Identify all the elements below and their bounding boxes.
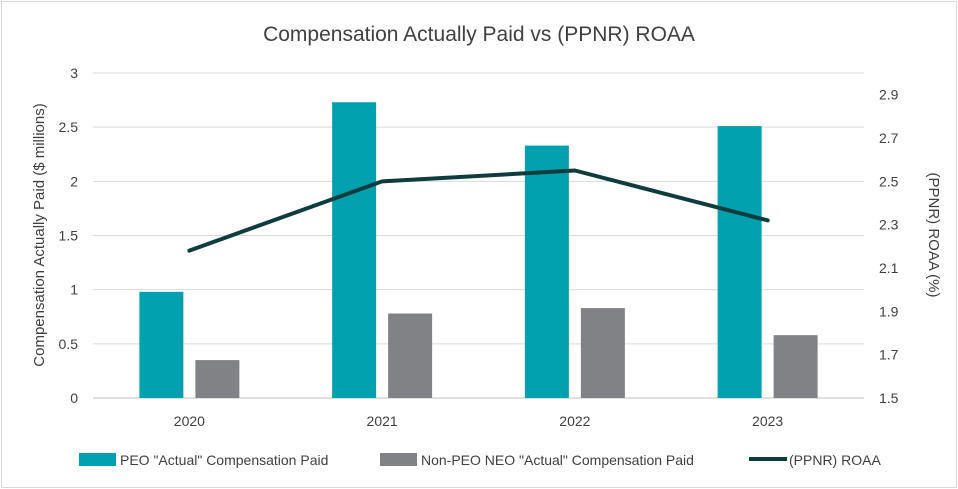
bar-non-peo-2021 [388,313,433,398]
y2-tick-label: 1.7 [879,347,899,363]
chart-title: Compensation Actually Paid vs (PPNR) ROA… [263,23,695,46]
y-tick-label: 0.5 [59,336,79,352]
bar-non-peo-2020 [195,360,240,398]
y2-tick-label: 2.3 [879,217,899,233]
y-axis-label: Compensation Actually Paid ($ millions) [31,103,48,366]
y-tick-label: 2 [70,173,78,189]
legend-swatch-non-peo [380,453,417,466]
bar-peo-2023 [717,126,762,398]
bar-peo-2022 [524,145,569,398]
y-axis-right-ticks: 1.5 1.7 1.9 2.1 2.3 2.5 2.7 2.9 [879,87,899,406]
x-tick-label: 2023 [752,413,783,429]
x-axis-ticks: 2020 2021 2022 2023 [174,413,784,429]
x-tick-label: 2020 [174,413,205,429]
x-tick-label: 2022 [559,413,590,429]
legend-label-peo: PEO "Actual" Compensation Paid [120,452,328,468]
bar-series [139,102,818,398]
y2-tick-label: 2.1 [879,260,899,276]
y-tick-label: 1.5 [59,228,79,244]
y2-tick-label: 1.9 [879,303,899,319]
bar-peo-2020 [139,291,184,398]
y-axis-left-ticks: 0 0.5 1 1.5 2 2.5 3 [59,65,79,406]
y2-tick-label: 2.9 [879,87,899,103]
legend-label-non-peo: Non-PEO NEO "Actual" Compensation Paid [421,452,694,468]
legend: PEO "Actual" Compensation Paid Non-PEO N… [79,452,881,468]
line-series [187,168,770,253]
legend-swatch-peo [79,453,116,466]
line-roaa [187,168,770,253]
y2-tick-label: 2.7 [879,130,899,146]
bar-non-peo-2023 [773,335,818,398]
y-tick-label: 2.5 [59,119,79,135]
bar-non-peo-2022 [580,308,625,398]
y-tick-label: 3 [70,65,78,81]
y2-axis-label: (PPNR) ROAA (%) [925,172,942,297]
y2-tick-label: 2.5 [879,173,899,189]
y-tick-label: 0 [70,390,78,406]
x-tick-label: 2021 [367,413,398,429]
y2-tick-label: 1.5 [879,390,899,406]
legend-label-roaa: (PPNR) ROAA [789,452,881,468]
bar-peo-2021 [332,102,377,398]
y-tick-label: 1 [70,282,78,298]
